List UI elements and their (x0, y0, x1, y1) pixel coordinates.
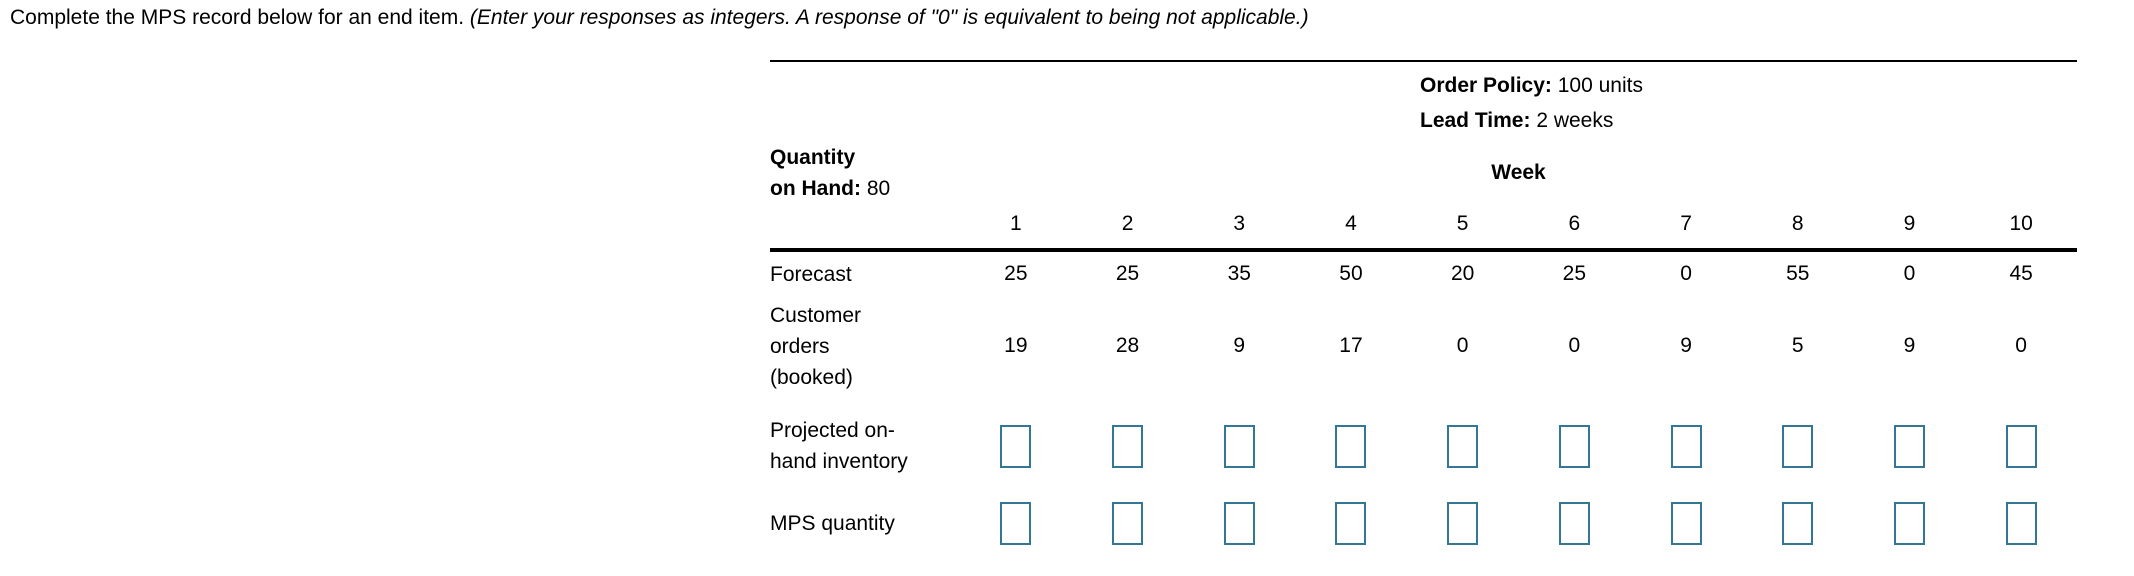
week-number-4: 4 (1345, 212, 1357, 235)
lead-time-value: 2 weeks (1536, 109, 1614, 132)
week-number-2: 2 (1121, 212, 1134, 235)
mps-quantity-row: MPS quantity (770, 496, 2077, 550)
week-number-1: 1 (1010, 212, 1022, 235)
customer-orders-week-6: 0 (1568, 334, 1581, 357)
order-policy-line: Order Policy: 100 units (1420, 68, 2077, 103)
forecast-week-2: 25 (1115, 262, 1140, 285)
mps-quantity-input-week-10[interactable] (2005, 501, 2037, 545)
customer-orders-row: Customer orders (booked) 19 28 9 17 0 0 … (770, 296, 2077, 396)
order-policy-value: 100 units (1557, 74, 1643, 97)
quantity-on-hand: Quantity on Hand: 80 (770, 142, 960, 204)
mps-quantity-input-week-6[interactable] (1558, 501, 1590, 545)
week-row-spacer (770, 208, 960, 240)
projected-inventory-input-week-5[interactable] (1447, 424, 1479, 468)
question-text: Complete the MPS record below for an end… (10, 6, 1309, 30)
mps-quantity-input-week-3[interactable] (1223, 501, 1255, 545)
week-number-6: 6 (1568, 212, 1581, 235)
forecast-week-5: 20 (1450, 262, 1475, 285)
mps-quantity-input-week-5[interactable] (1447, 501, 1479, 545)
quantity-week-header-row: Quantity on Hand: 80 Week (770, 142, 2077, 204)
mps-quantity-input-week-8[interactable] (1782, 501, 1814, 545)
week-header: Week (1491, 161, 1546, 184)
customer-orders-week-5: 0 (1456, 334, 1469, 357)
week-number-9: 9 (1903, 212, 1916, 235)
customer-orders-week-1: 19 (1004, 334, 1028, 357)
week-number-8: 8 (1791, 212, 1804, 235)
customer-orders-week-2: 28 (1115, 334, 1140, 357)
projected-inventory-input-week-1[interactable] (1000, 424, 1032, 468)
projected-inventory-input-week-9[interactable] (1893, 424, 1925, 468)
projected-inventory-input-week-3[interactable] (1223, 424, 1255, 468)
projected-inventory-input-week-4[interactable] (1335, 424, 1367, 468)
question-text-note: (Enter your responses as integers. A res… (469, 6, 1309, 29)
mps-quantity-input-week-9[interactable] (1893, 501, 1925, 545)
forecast-week-9: 0 (1903, 262, 1916, 285)
lead-time-line: Lead Time: 2 weeks (1420, 103, 2077, 138)
mps-quantity-input-week-2[interactable] (1112, 501, 1144, 545)
customer-orders-week-7: 9 (1680, 334, 1692, 357)
mps-quantity-input-week-7[interactable] (1670, 501, 1702, 545)
policy-block: Order Policy: 100 units Lead Time: 2 wee… (770, 62, 2077, 138)
forecast-week-6: 25 (1562, 262, 1587, 285)
projected-inventory-row: Projected on-hand inventory (770, 396, 2077, 496)
forecast-week-10: 45 (2009, 262, 2033, 285)
customer-orders-label: Customer orders (booked) (770, 303, 862, 389)
customer-orders-week-4: 17 (1339, 334, 1363, 357)
customer-orders-week-10: 0 (2015, 334, 2027, 357)
forecast-row: Forecast 25 25 35 50 20 25 0 55 0 45 (770, 252, 2077, 296)
order-policy-label: Order Policy: (1420, 74, 1552, 97)
lead-time-label: Lead Time: (1420, 109, 1531, 132)
mps-record-table: Order Policy: 100 units Lead Time: 2 wee… (770, 60, 2077, 550)
forecast-week-1: 25 (1004, 262, 1028, 285)
week-number-3: 3 (1233, 212, 1246, 235)
forecast-week-8: 55 (1786, 262, 1810, 285)
customer-orders-week-9: 9 (1903, 334, 1916, 357)
projected-inventory-input-week-2[interactable] (1112, 424, 1144, 468)
week-number-10: 10 (2009, 212, 2033, 235)
week-number-5: 5 (1456, 212, 1469, 235)
forecast-label: Forecast (770, 262, 852, 286)
forecast-week-3: 35 (1227, 262, 1251, 285)
forecast-week-4: 50 (1339, 262, 1363, 285)
week-number-7: 7 (1680, 212, 1692, 235)
projected-inventory-input-week-7[interactable] (1670, 424, 1702, 468)
mps-quantity-label: MPS quantity (770, 511, 895, 535)
quantity-on-hand-label-line2: on Hand: (770, 177, 861, 200)
quantity-on-hand-label-line1: Quantity (770, 146, 856, 169)
question-text-main: Complete the MPS record below for an end… (10, 6, 470, 29)
forecast-week-7: 0 (1680, 262, 1692, 285)
mps-quantity-input-week-4[interactable] (1335, 501, 1367, 545)
projected-inventory-input-week-8[interactable] (1782, 424, 1814, 468)
projected-inventory-label: Projected on-hand inventory (770, 419, 908, 473)
projected-inventory-input-week-6[interactable] (1558, 424, 1590, 468)
customer-orders-week-8: 5 (1791, 334, 1804, 357)
projected-inventory-input-week-10[interactable] (2005, 424, 2037, 468)
quantity-on-hand-value: 80 (866, 177, 891, 200)
header-divider-rule (770, 248, 2077, 252)
customer-orders-week-3: 9 (1233, 334, 1246, 357)
mps-quantity-input-week-1[interactable] (1000, 501, 1032, 545)
week-number-row: 1 2 3 4 5 6 7 8 9 10 (770, 208, 2077, 248)
